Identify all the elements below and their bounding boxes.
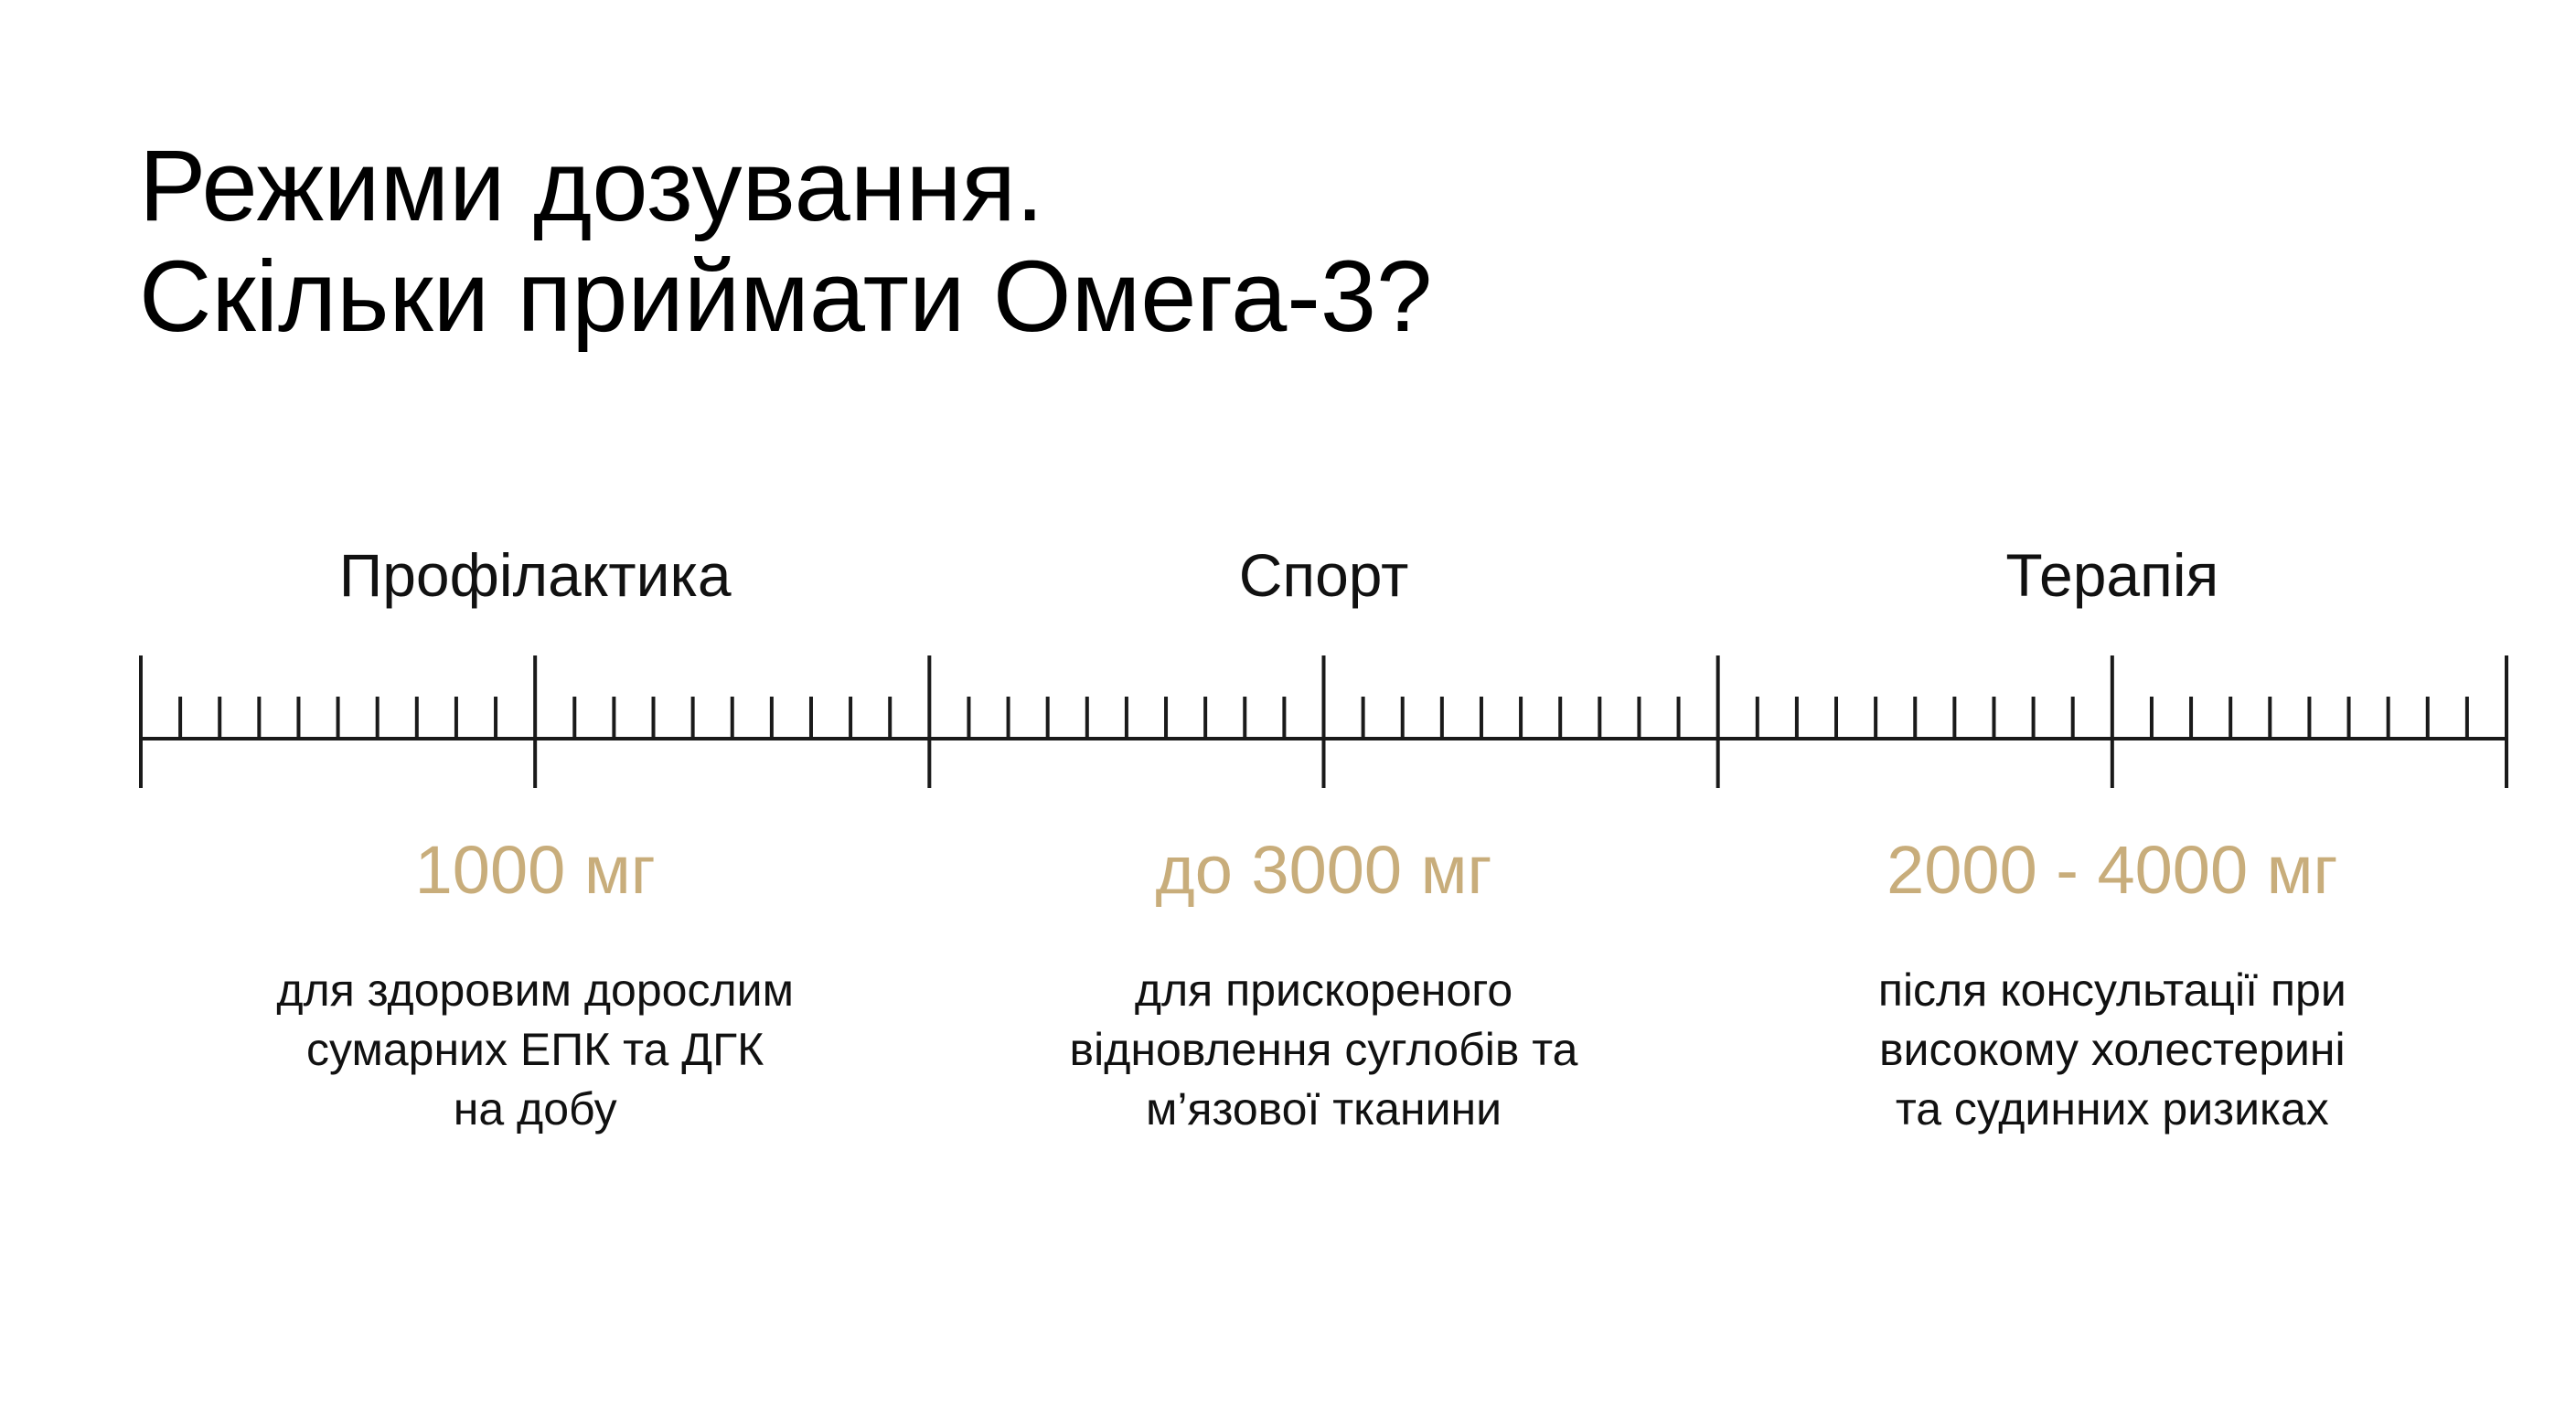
description-line: на добу xyxy=(454,1083,617,1135)
title-line: Скільки приймати Омега-3? xyxy=(139,240,1432,353)
dose: 1000 мг xyxy=(415,832,656,908)
sections: Профілактика 1000 мг для здоровим дорослим… xyxy=(276,541,2346,1135)
description-line: відновлення суглобів та xyxy=(1070,1024,1578,1075)
section-label: Спорт xyxy=(1239,541,1409,609)
description-line: м’язової тканини xyxy=(1146,1083,1502,1135)
dose: до 3000 мг xyxy=(1156,832,1492,908)
description-line: сумарних ЕПК та ДГК xyxy=(306,1024,764,1075)
description-line: для здоровим дорослим xyxy=(276,964,794,1016)
ruler xyxy=(139,655,2508,788)
dose: 2000 - 4000 мг xyxy=(1887,832,2337,908)
title-line: Режими дозування. xyxy=(139,130,1043,242)
description-line: та судинних ризиках xyxy=(1896,1083,2329,1135)
description-line: високому холестерині xyxy=(1879,1024,2346,1075)
description-line: після консультації при xyxy=(1878,964,2346,1016)
description-line: для прискореного xyxy=(1135,964,1512,1016)
section-label: Терапія xyxy=(2005,541,2218,609)
section-label: Профілактика xyxy=(339,541,732,609)
